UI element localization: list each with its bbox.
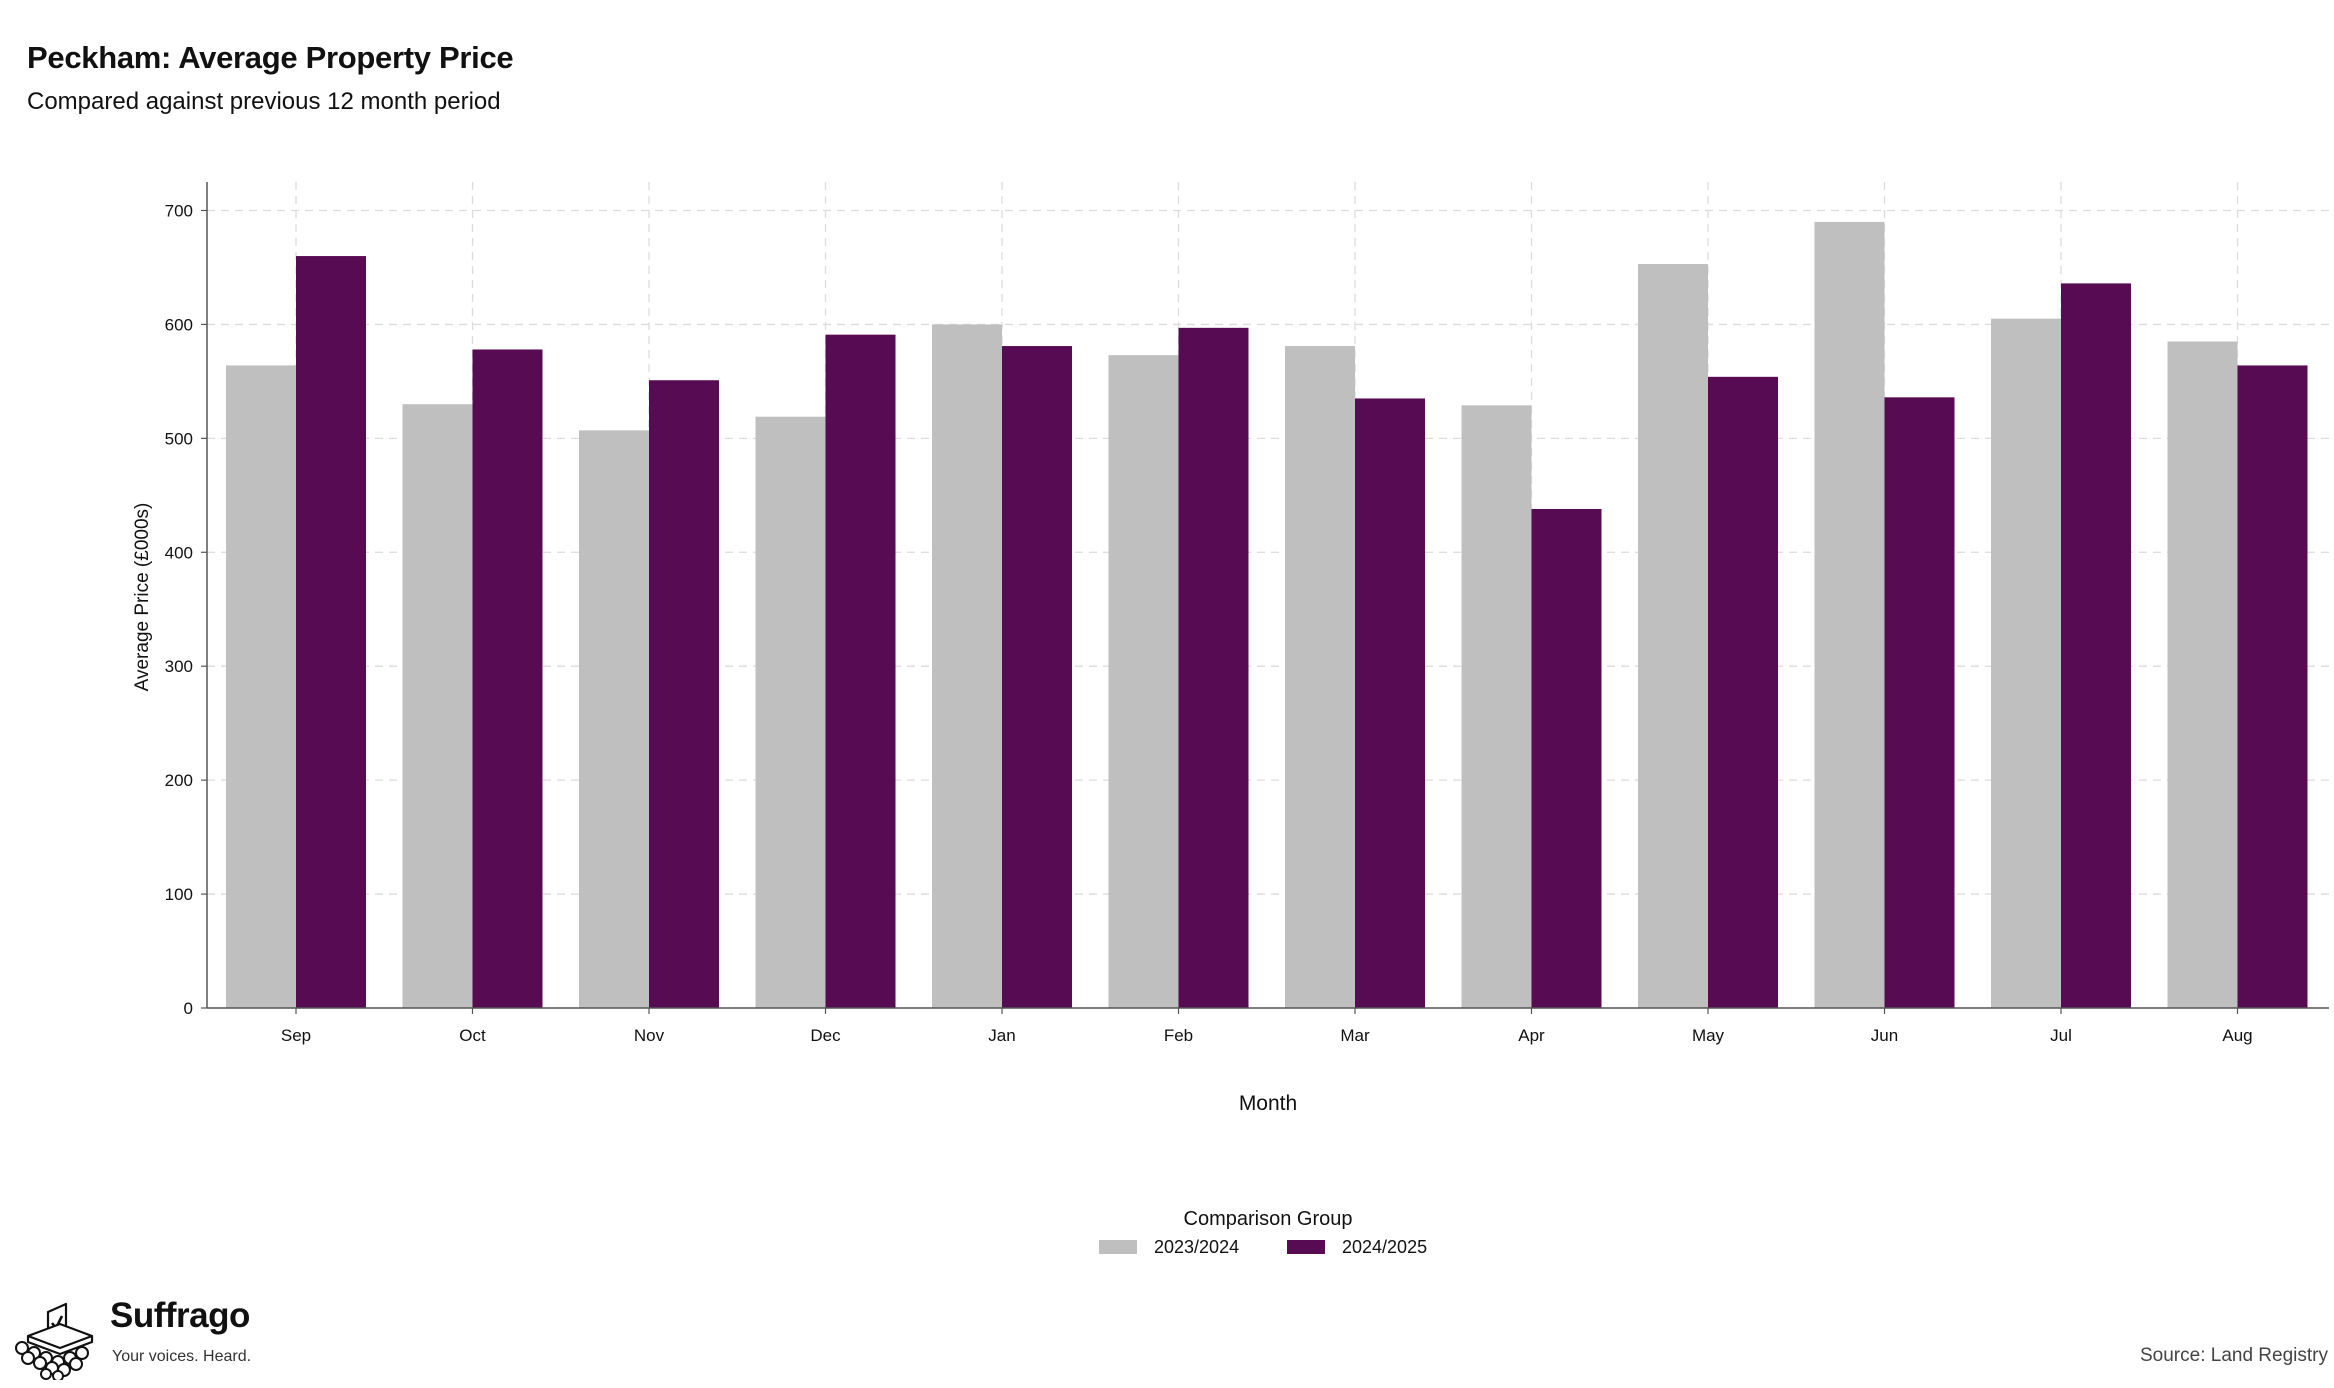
bar-chart: 0 100 200 300 400 500 600 700 Sep Oct Nov Dec Jan Fe… xyxy=(132,182,2329,1257)
legend-label-2024-2025: 2024/2025 xyxy=(1342,1237,1427,1257)
legend-swatch-2024-2025 xyxy=(1287,1240,1325,1254)
ballot-box-icon xyxy=(15,1302,94,1380)
bar-sep-2024-2025 xyxy=(296,256,366,1008)
bar-may-2023-2024 xyxy=(1638,264,1708,1008)
bar-dec-2023-2024 xyxy=(755,416,826,1008)
legend-label-2023-2024: 2023/2024 xyxy=(1154,1237,1239,1257)
brand-tagline: Your voices. Heard. xyxy=(112,1348,252,1365)
legend-swatch-2023-2024 xyxy=(1099,1240,1137,1254)
x-tick-label-feb: Feb xyxy=(1164,1026,1193,1045)
x-tick-label-may: May xyxy=(1692,1026,1725,1045)
source-note: Source: Land Registry xyxy=(2140,1345,2328,1366)
bar-jul-2024-2025 xyxy=(2061,283,2131,1008)
legend-title: Comparison Group xyxy=(1184,1208,1353,1230)
bar-oct-2023-2024 xyxy=(402,404,473,1008)
x-tick-label-aug: Aug xyxy=(2222,1026,2252,1045)
y-tick-label: 700 xyxy=(165,201,193,220)
bar-sep-2023-2024 xyxy=(226,365,296,1008)
x-tick-label-sep: Sep xyxy=(281,1026,311,1045)
chart-subtitle: Compared against previous 12 month perio… xyxy=(27,88,501,115)
y-tick-label: 100 xyxy=(165,885,193,904)
x-tick-label-nov: Nov xyxy=(634,1026,665,1045)
bars xyxy=(226,221,2308,1009)
x-tick-label-dec: Dec xyxy=(810,1026,841,1045)
brand: Suffrago Your voices. Heard. xyxy=(14,1296,274,1380)
bar-jan-2024-2025 xyxy=(1002,346,1072,1009)
bar-apr-2024-2025 xyxy=(1531,508,1602,1008)
bar-nov-2024-2025 xyxy=(649,380,719,1008)
brand-name: Suffrago xyxy=(110,1296,250,1335)
bar-may-2024-2025 xyxy=(1708,376,1778,1008)
y-tick-label: 500 xyxy=(165,429,193,448)
x-tick-labels: Sep Oct Nov Dec Jan Feb Mar Apr May Jun Jul Aug xyxy=(281,1008,2253,1045)
bar-dec-2024-2025 xyxy=(825,334,896,1008)
y-tick-label: 300 xyxy=(165,657,193,676)
bar-jun-2024-2025 xyxy=(1884,397,1955,1008)
x-tick-label-jan: Jan xyxy=(988,1026,1015,1045)
bar-mar-2024-2025 xyxy=(1355,398,1425,1008)
bar-nov-2023-2024 xyxy=(579,430,649,1009)
bar-jun-2023-2024 xyxy=(1814,221,1885,1008)
x-axis-label: Month xyxy=(1239,1092,1297,1115)
y-tick-label: 400 xyxy=(165,543,193,562)
x-tick-label-mar: Mar xyxy=(1340,1026,1370,1045)
y-axis-label: Average Price (£000s) xyxy=(132,503,153,692)
y-tick-label: 200 xyxy=(165,771,193,790)
x-tick-label-jun: Jun xyxy=(1871,1026,1898,1045)
y-tick-label: 600 xyxy=(165,315,193,334)
y-tick-label: 0 xyxy=(184,999,193,1018)
bar-aug-2024-2025 xyxy=(2237,365,2308,1008)
bar-jan-2023-2024 xyxy=(932,324,1002,1008)
bar-aug-2023-2024 xyxy=(2167,341,2238,1009)
bar-oct-2024-2025 xyxy=(472,349,543,1008)
bar-apr-2023-2024 xyxy=(1461,405,1532,1009)
x-tick-label-oct: Oct xyxy=(459,1026,486,1045)
legend: Comparison Group 2023/2024 2024/2025 xyxy=(1099,1208,1427,1257)
axes xyxy=(206,182,2329,1009)
x-tick-label-jul: Jul xyxy=(2050,1026,2072,1045)
x-tick-label-apr: Apr xyxy=(1518,1026,1545,1045)
bar-mar-2023-2024 xyxy=(1285,346,1355,1009)
bar-feb-2024-2025 xyxy=(1178,327,1249,1008)
y-tick-labels: 0 100 200 300 400 500 600 700 xyxy=(165,201,207,1018)
chart-title: Peckham: Average Property Price xyxy=(27,40,514,75)
bar-feb-2023-2024 xyxy=(1108,355,1179,1008)
bar-jul-2023-2024 xyxy=(1991,318,2061,1008)
